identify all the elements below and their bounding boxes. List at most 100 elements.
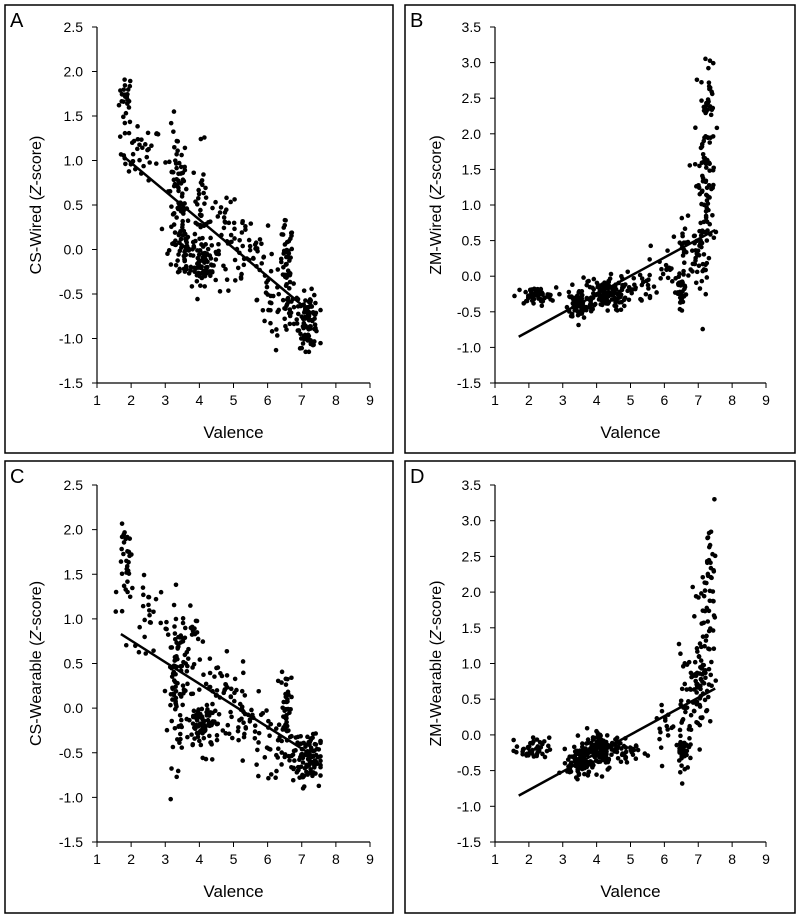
data-point: [232, 690, 237, 696]
data-point: [291, 281, 296, 286]
data-point: [575, 776, 580, 782]
data-point: [615, 755, 621, 761]
x-tick-label: 8: [332, 851, 340, 867]
data-point: [307, 770, 313, 776]
data-point: [264, 284, 270, 290]
data-point: [206, 721, 212, 726]
data-point: [308, 304, 314, 309]
data-point: [169, 766, 174, 771]
data-point: [289, 246, 295, 252]
data-point: [216, 248, 221, 254]
y-tick-label: 2.5: [64, 19, 84, 35]
data-point: [192, 231, 198, 237]
data-point: [145, 130, 151, 136]
data-point: [698, 145, 704, 151]
data-point: [173, 684, 178, 690]
data-point: [660, 271, 666, 277]
data-point: [298, 754, 303, 760]
data-point: [236, 725, 241, 730]
data-point: [203, 185, 208, 191]
data-point: [119, 608, 125, 614]
data-point: [590, 306, 595, 312]
x-tick-label: 6: [660, 851, 668, 867]
data-point: [703, 213, 709, 219]
data-point: [176, 252, 181, 257]
data-point: [207, 656, 213, 661]
data-point: [698, 241, 703, 246]
data-point: [642, 751, 648, 756]
y-tick-label: 1.0: [64, 153, 84, 169]
y-tick-label: 1.5: [64, 108, 84, 124]
data-point: [198, 207, 203, 213]
data-point: [534, 292, 539, 298]
data-point: [176, 634, 181, 640]
data-point: [124, 570, 129, 575]
data-point: [657, 726, 662, 732]
data-point: [534, 737, 540, 742]
data-point: [201, 172, 206, 177]
data-point: [208, 740, 214, 745]
data-point: [694, 699, 700, 705]
data-point: [169, 674, 175, 679]
data-point: [647, 257, 652, 262]
data-point: [591, 287, 597, 292]
data-point: [303, 298, 308, 303]
data-point: [679, 279, 685, 284]
data-point: [177, 712, 183, 718]
data-point: [210, 269, 215, 275]
y-tick-label: -0.5: [59, 286, 83, 302]
trend-line: [120, 632, 317, 759]
data-point: [573, 751, 579, 757]
data-point: [146, 602, 151, 608]
data-point: [711, 182, 716, 188]
y-tick-label: 0.5: [64, 656, 84, 672]
data-point: [228, 686, 234, 692]
data-point: [705, 694, 711, 700]
data-point: [197, 711, 203, 717]
data-point: [254, 297, 259, 303]
data-point: [189, 284, 195, 289]
data-point: [279, 750, 285, 755]
data-point: [173, 688, 179, 694]
data-point: [287, 279, 293, 285]
data-point: [140, 585, 146, 590]
data-point: [707, 140, 713, 145]
data-point: [700, 634, 706, 639]
x-tick-label: 6: [264, 851, 272, 867]
data-point: [142, 617, 147, 623]
data-point: [688, 687, 694, 692]
data-point: [529, 751, 535, 756]
panel-b: B 1 2 3 4 5 6 7 8 9 -1.5 -1.0 -0.5 0.0 0.5 1.0 1.5 2.0 2.5…: [404, 4, 796, 454]
data-point: [173, 695, 179, 701]
x-tick-label: 3: [161, 851, 169, 867]
data-point: [232, 257, 238, 263]
data-point: [154, 131, 160, 136]
y-axis-label: CS-Wired (Z-score): [28, 136, 45, 275]
data-point: [707, 195, 712, 200]
data-point: [180, 191, 185, 197]
data-point: [167, 189, 173, 194]
data-point: [680, 744, 686, 750]
y-tick-label: 2.0: [462, 584, 482, 600]
y-tick-label: 0.5: [462, 691, 482, 707]
data-point: [584, 741, 589, 746]
data-point: [683, 748, 688, 754]
data-point: [567, 754, 572, 760]
data-point: [236, 737, 241, 743]
data-point: [300, 341, 306, 346]
data-point: [541, 739, 547, 744]
data-point: [575, 733, 581, 738]
data-point: [193, 238, 198, 244]
data-point: [211, 263, 216, 268]
data-point: [709, 659, 714, 665]
data-point: [557, 291, 562, 297]
data-point: [511, 737, 516, 743]
data-point: [184, 668, 190, 674]
data-point: [302, 314, 308, 320]
data-point: [220, 728, 226, 733]
data-point: [116, 102, 122, 108]
data-point: [600, 738, 605, 744]
data-point: [172, 725, 178, 731]
data-point: [313, 300, 318, 306]
data-point: [709, 575, 714, 581]
